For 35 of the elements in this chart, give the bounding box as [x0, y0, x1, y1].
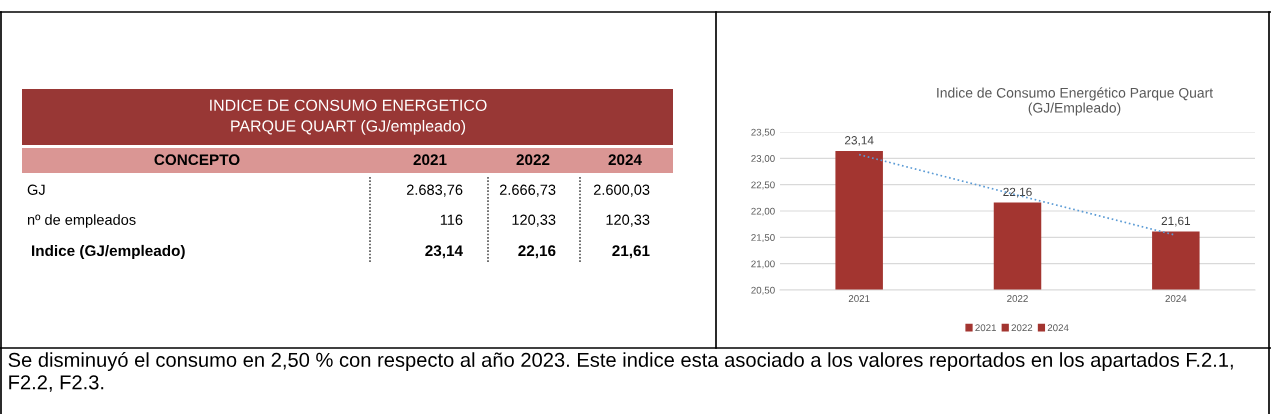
text: INDICE DE CONSUMO ENERGETICO PARQUE QUART (GJ/empleado) — [210, 99, 487, 135]
text: CONCEPTO — [154, 154, 240, 166]
y-tick-label: 22,00 — [751, 207, 775, 216]
data-label: 22,16 — [1003, 187, 1032, 198]
y-tick-label: 23,00 — [751, 155, 775, 164]
data-label: 21,61 — [1161, 216, 1191, 227]
text: nº de empleados — [27, 214, 136, 228]
y-tick-label: 22,50 — [751, 181, 775, 190]
text: 116 — [440, 214, 463, 225]
text: Se disminuyó el consumo en 2,50 % con respecto al año 2023. Este indice esta asociado a los valores reportados en los apartados F.2.1, F2.2, F2.3. — [8, 352, 1233, 392]
data-label: 23,14 — [844, 136, 874, 146]
text: Indice (GJ/empleado) — [32, 244, 185, 260]
text: 2021 — [413, 154, 447, 166]
text: 2.683,76 — [406, 184, 463, 197]
y-tick-label: 21,50 — [751, 234, 775, 243]
legend-label: 2022 — [1011, 324, 1033, 332]
text: 23,14 — [425, 245, 463, 259]
legend-label: 2024 — [1047, 324, 1069, 332]
text: 2.600,03 — [593, 184, 650, 197]
text: 120,33 — [512, 214, 556, 227]
text: 21,61 — [612, 245, 650, 259]
text: 120,33 — [606, 214, 650, 227]
text: 2.666,73 — [499, 184, 556, 197]
text: 2024 — [608, 154, 642, 166]
x-tick-label: 2021 — [848, 295, 870, 302]
legend-label: 2021 — [975, 324, 997, 332]
y-tick-label: 21,00 — [751, 260, 775, 269]
y-tick-label: 23,50 — [751, 128, 775, 137]
y-tick-label: 20,50 — [751, 286, 775, 295]
text: GJ — [27, 184, 45, 195]
text: 2022 — [516, 154, 550, 166]
chart-title: Indice de Consumo Energético Parque Quart (GJ/Empleado) — [937, 87, 1213, 116]
text: 22,16 — [518, 245, 556, 259]
x-tick-label: 2024 — [1165, 295, 1187, 302]
x-tick-label: 2022 — [1007, 295, 1028, 302]
